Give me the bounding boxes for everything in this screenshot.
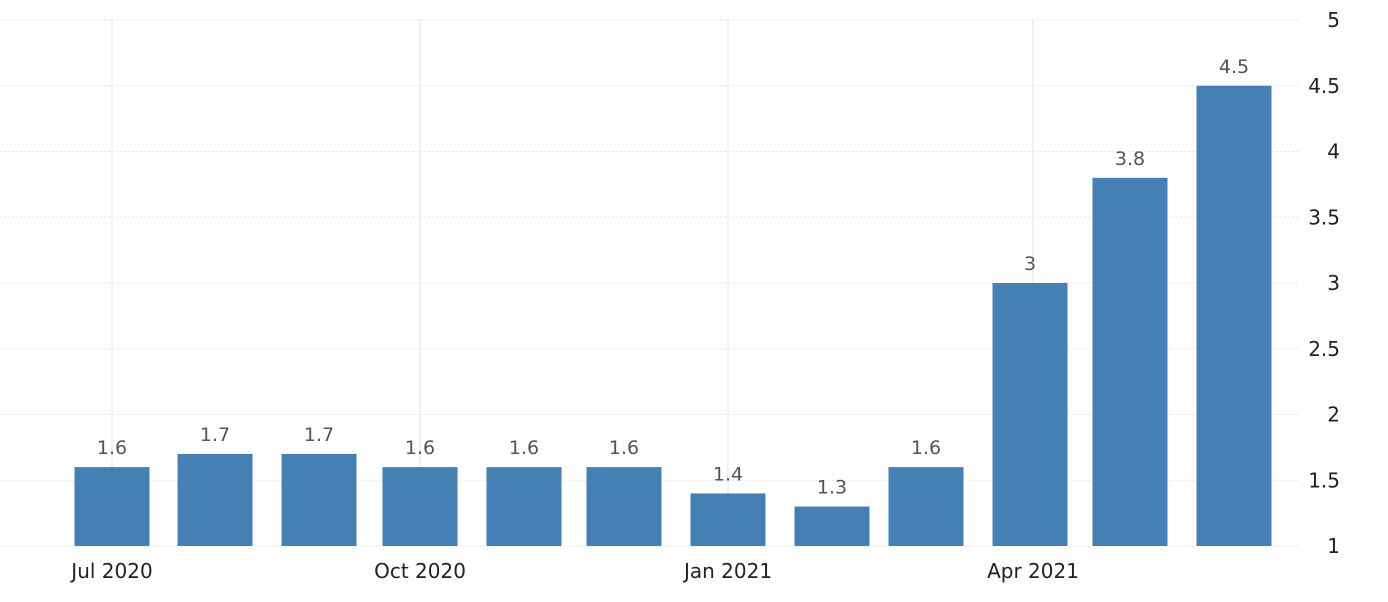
x-axis: Jul 2020 Oct 2020 Jan 2021 Apr 2021 xyxy=(69,559,1079,583)
y-tick-label: 2 xyxy=(1327,403,1340,427)
bar-value-label: 1.6 xyxy=(405,437,435,459)
bars xyxy=(74,85,1272,547)
bar-value-label: 1.6 xyxy=(509,437,539,459)
y-axis: 1 1.5 2 2.5 3 3.5 4 4.5 5 xyxy=(1308,8,1340,558)
bar-value-label: 1.4 xyxy=(713,463,743,485)
y-tick-label: 4 xyxy=(1327,140,1340,164)
bar-value-label: 3 xyxy=(1024,253,1036,275)
bar-value-label: 1.7 xyxy=(200,424,230,446)
bar-apr-2021 xyxy=(1092,177,1168,547)
bar-value-label: 1.6 xyxy=(97,437,127,459)
bar-jan-2021 xyxy=(794,506,870,546)
y-tick-label: 3.5 xyxy=(1308,205,1340,229)
bar-sep-2020 xyxy=(382,467,458,546)
bar-value-label: 1.7 xyxy=(304,424,334,446)
bar-mar-2021 xyxy=(992,283,1068,546)
bar-jul-2020 xyxy=(177,453,253,546)
bar-value-label: 1.6 xyxy=(911,437,941,459)
bar-aug-2020 xyxy=(281,453,357,546)
x-tick-label: Apr 2021 xyxy=(987,559,1079,583)
bar-value-label: 3.8 xyxy=(1115,148,1145,170)
bar-may-2021 xyxy=(1196,85,1272,546)
bar-value-label: 1.3 xyxy=(817,477,847,499)
bar-nov-2020 xyxy=(586,467,662,546)
bar-value-label: 1.6 xyxy=(609,437,639,459)
y-tick-label: 3 xyxy=(1327,271,1340,295)
bar-dec-2020 xyxy=(690,493,766,546)
y-tick-label: 1 xyxy=(1327,534,1340,558)
y-tick-label: 1.5 xyxy=(1308,468,1340,492)
y-tick-label: 4.5 xyxy=(1308,74,1340,98)
bar-oct-2020 xyxy=(486,467,562,546)
x-tick-label: Jul 2020 xyxy=(69,559,152,583)
bar-feb-2021 xyxy=(888,467,964,546)
data-labels: 1.6 1.7 1.7 1.6 1.6 1.6 1.4 1.3 1.6 3 3.8 4.5 xyxy=(97,56,1249,499)
bar-value-label: 4.5 xyxy=(1219,56,1249,78)
y-tick-label: 2.5 xyxy=(1308,337,1340,361)
y-tick-label: 5 xyxy=(1327,8,1340,32)
bar-jun-2020 xyxy=(74,467,150,546)
x-tick-label: Jan 2021 xyxy=(682,559,772,583)
x-tick-label: Oct 2020 xyxy=(374,559,466,583)
